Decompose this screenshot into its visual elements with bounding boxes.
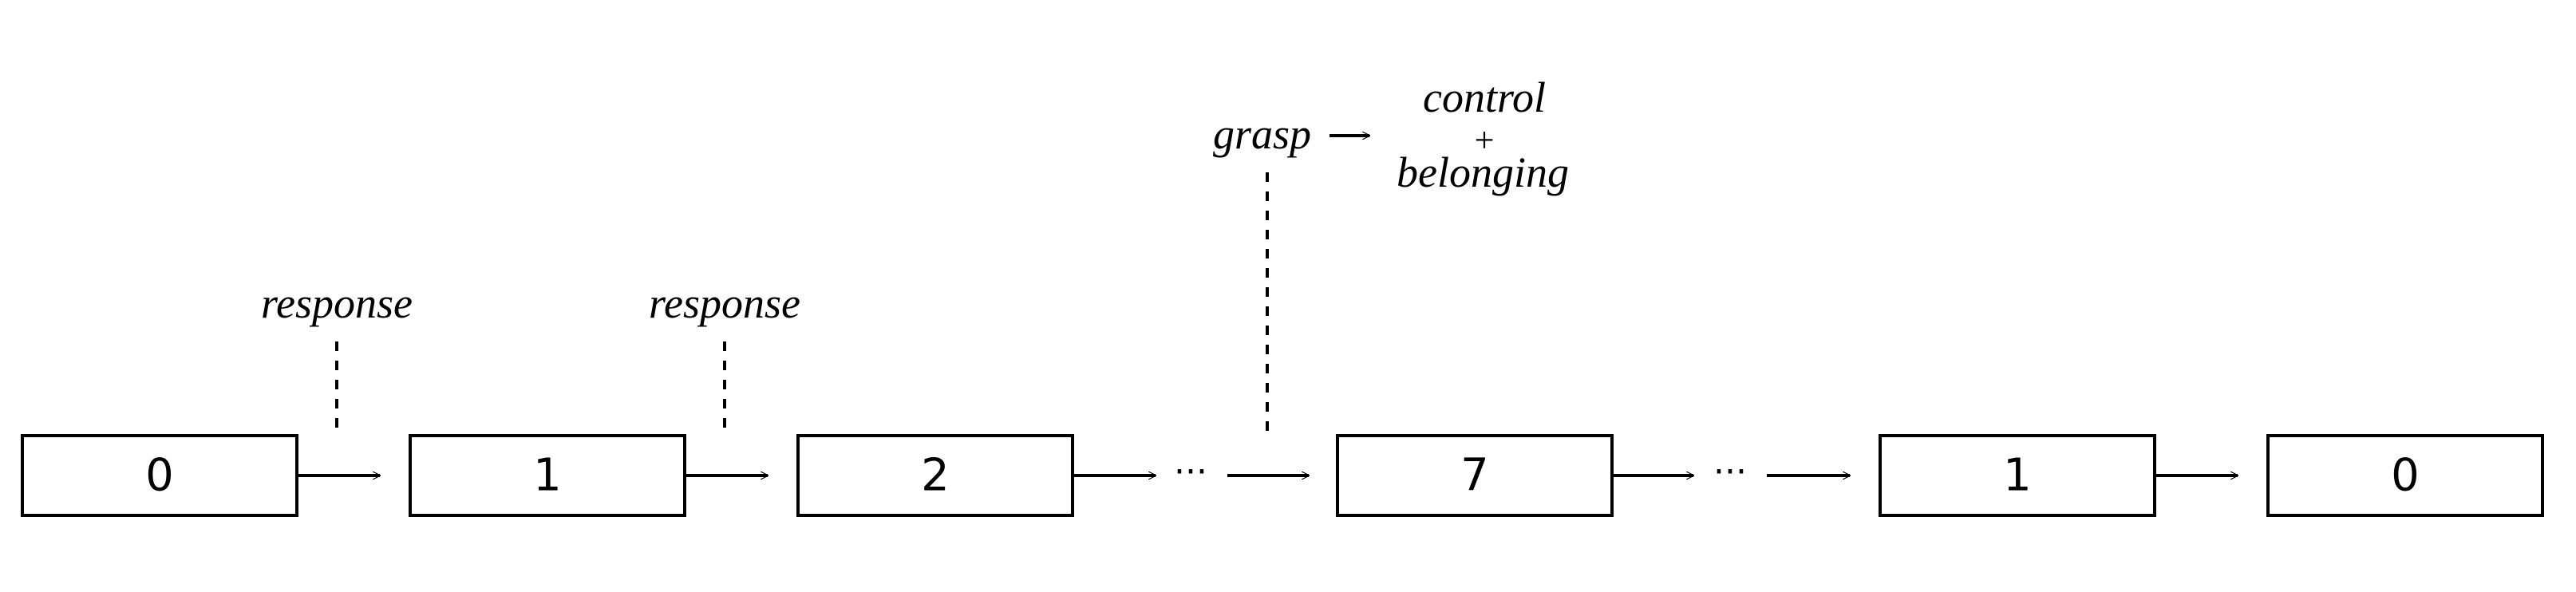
ellipsis: ··· (1713, 452, 1747, 492)
state-box-label: 0 (145, 450, 174, 502)
state-box-0-final: 0 (2266, 434, 2544, 517)
state-box-label: 1 (2003, 450, 2032, 502)
grasp-label: grasp (1213, 110, 1311, 158)
state-box-label: 2 (921, 450, 950, 502)
control-label: control (1423, 73, 1546, 121)
plus-sign: + (1475, 120, 1495, 160)
state-box-0: 0 (21, 434, 298, 517)
ellipsis: ··· (1174, 452, 1207, 492)
state-box-2: 2 (796, 434, 1074, 517)
belonging-label: belonging (1397, 148, 1569, 196)
state-box-1: 1 (409, 434, 686, 517)
state-box-label: 1 (533, 450, 562, 502)
state-box-label: 7 (1460, 450, 1489, 502)
response-label-2: response (649, 279, 800, 327)
state-box-1-late: 1 (1879, 434, 2156, 517)
response-label-1: response (261, 279, 413, 327)
state-box-7: 7 (1336, 434, 1614, 517)
state-box-label: 0 (2391, 450, 2420, 502)
